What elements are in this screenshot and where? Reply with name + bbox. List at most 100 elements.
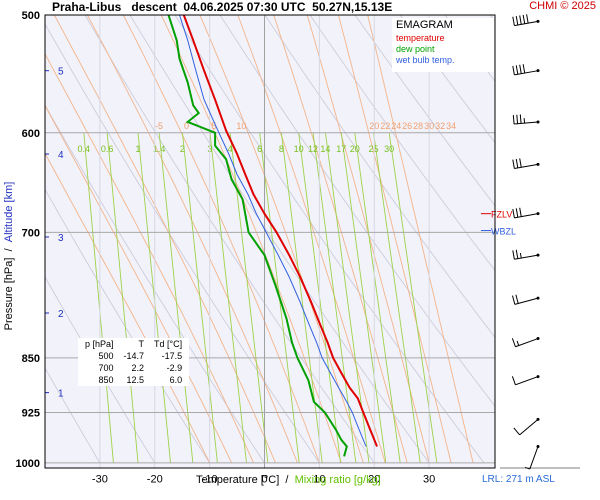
mixing-ratio-label: 4: [228, 144, 233, 154]
wind-barb-flag: [519, 64, 522, 74]
wind-barb-flag: [512, 250, 515, 260]
wind-barb-flag: [515, 16, 519, 26]
table-cell: 12.5: [126, 375, 145, 385]
summary-table: p [hPa] T Td [°C] 500 -14.7 -17.5 700 2.…: [78, 338, 190, 386]
wind-barb-flag: [512, 65, 515, 75]
wind-barb-flag: [512, 295, 516, 305]
isotherm-label: 24: [391, 121, 401, 131]
dry-adiabat: [45, 23, 320, 464]
legend-title: EMAGRAM: [396, 19, 453, 31]
mixing-ratio-line: [354, 132, 401, 463]
lrl-label: LRL: 271 m ASL: [482, 474, 555, 485]
moist-adiabat: [273, 15, 408, 464]
mixing-ratio-label: 0.4: [78, 144, 91, 154]
dry-adiabat: [399, 15, 495, 144]
table-row: 700 2.2 -2.9: [80, 362, 187, 374]
dry-adiabat: [309, 15, 495, 272]
credit-label: CHMI © 2025: [529, 0, 596, 12]
altitude-tick-label: 2: [58, 309, 64, 320]
legend-wet-bulb: wet bulb temp.: [396, 55, 455, 65]
mixing-ratio-line: [340, 132, 387, 463]
moist-adiabat: [338, 15, 452, 464]
mixing-ratio-label: 8: [279, 144, 284, 154]
isotherm-label: 34: [446, 121, 456, 131]
table-cell: 850: [98, 375, 114, 385]
wind-barb-flag: [515, 249, 519, 259]
wind-barb-base: [536, 162, 540, 166]
moist-adiabat: [122, 15, 320, 464]
wind-barb-staff: [529, 446, 539, 470]
moist-adiabat: [306, 15, 430, 464]
x-tick-label: 0: [261, 474, 267, 486]
mixing-ratio-line: [373, 132, 421, 463]
dry-adiabat: [580, 15, 600, 463]
x-tick-label: -10: [202, 474, 218, 486]
level-marker-label: FZLV: [491, 210, 512, 220]
wind-barb-flag: [511, 376, 516, 385]
isotherm-label: -5: [155, 121, 163, 131]
wind-barb-flag: [516, 340, 520, 346]
wind-barb-flag: [515, 65, 519, 75]
x-tick-label: -30: [92, 474, 108, 486]
series-line: [182, 15, 378, 447]
dry-adiabat: [84, 15, 375, 464]
mixing-ratio-line: [280, 132, 323, 463]
plot-frame: [44, 14, 496, 469]
wind-barb-base: [536, 212, 540, 216]
wind-barb-flag: [519, 114, 522, 124]
table-row: 850 12.5 6.0: [80, 374, 187, 386]
table-cell: 700: [98, 363, 114, 373]
table-header: T: [138, 339, 145, 349]
y-tick-label: 600: [22, 128, 40, 140]
wind-barb-staff: [519, 419, 539, 436]
table-cell: -2.9: [166, 363, 183, 373]
dry-adiabat: [489, 15, 495, 23]
wind-barb-flag: [513, 427, 520, 436]
moist-adiabat: [53, 15, 276, 464]
dry-adiabat: [354, 15, 495, 207]
x-tick-label: 10: [313, 474, 325, 486]
wind-barb-flag: [515, 158, 519, 168]
wind-barb-base: [536, 444, 540, 448]
moist-adiabat: [237, 15, 386, 464]
wind-barb-flag: [512, 16, 515, 26]
moist-adiabat: [45, 104, 233, 464]
isotherm-label: 26: [402, 121, 412, 131]
table-cell: 2.2: [131, 363, 145, 373]
plot-background: [45, 15, 495, 468]
y-tick-label: 925: [22, 407, 40, 419]
dry-adiabat: [45, 367, 101, 464]
y-tick-label: 700: [22, 227, 40, 239]
table-header: p [hPa]: [85, 339, 114, 349]
x-tick-label: 30: [423, 474, 435, 486]
legend-dew-point: dew point: [396, 44, 435, 54]
y-axis-label: Pressure [hPa] / Altitude [km]: [3, 181, 15, 331]
dry-adiabat: [219, 15, 495, 407]
level-marker-label: WBZL: [491, 227, 516, 237]
mixing-ratio-label: 14: [320, 144, 330, 154]
mixing-ratio-label: 25: [369, 144, 379, 154]
mixing-ratio-label: 1.4: [153, 144, 166, 154]
dry-adiabat: [264, 15, 495, 339]
wind-barb-flag: [522, 64, 526, 74]
altitude-tick-label: 5: [58, 67, 64, 78]
wind-barb-flag: [522, 14, 526, 24]
mixing-ratio-label: 12: [308, 144, 318, 154]
isotherm-label: 32: [435, 121, 445, 131]
mixing-ratio-line: [137, 132, 171, 463]
wind-barb-staff: [515, 376, 539, 386]
x-tick-label: 20: [368, 474, 380, 486]
wind-barb-base: [536, 337, 540, 341]
moist-adiabat: [160, 15, 342, 464]
moist-adiabat: [87, 15, 298, 464]
wind-barb-flag: [526, 14, 529, 24]
mixing-ratio-line: [209, 132, 247, 463]
table-cell: -17.5: [161, 351, 183, 361]
wind-barb-base: [536, 375, 540, 379]
header-station: Praha-Libus descent 04.06.2025 07:30 UTC…: [52, 0, 393, 14]
isotherm-label: 28: [413, 121, 423, 131]
wind-barb-base: [536, 69, 540, 73]
mixing-ratio-label: 6: [257, 144, 262, 154]
y-tick-label: 1000: [16, 458, 40, 470]
mixing-ratio-line: [158, 132, 194, 463]
